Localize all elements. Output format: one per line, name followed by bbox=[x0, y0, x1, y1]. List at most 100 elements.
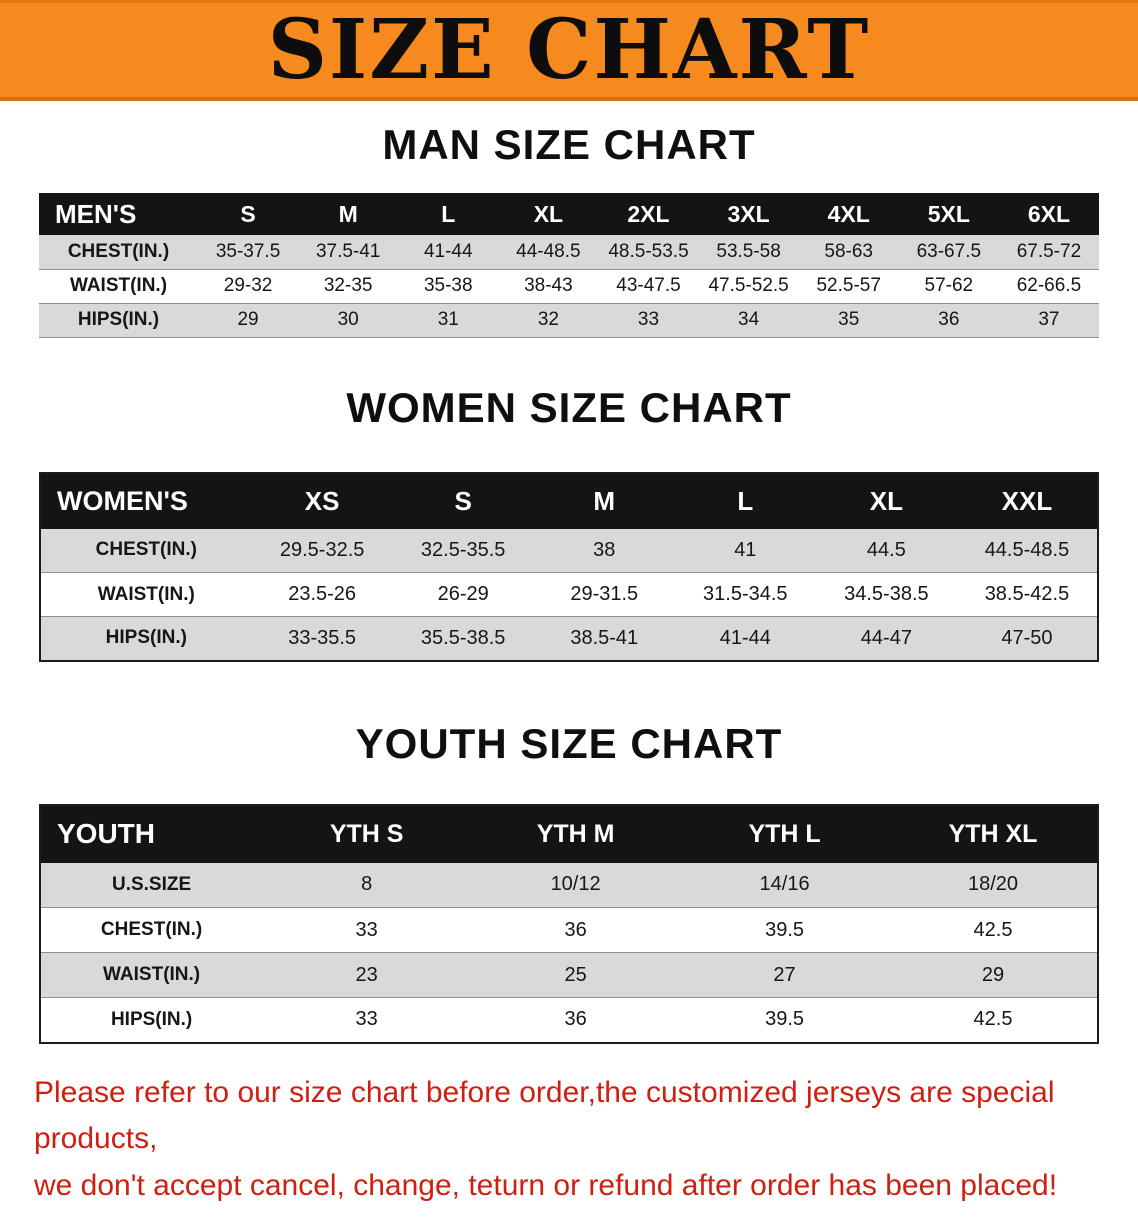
value-cell: 32.5-35.5 bbox=[420, 538, 506, 561]
value-cell: 44-47 bbox=[860, 626, 912, 649]
value-cell: 31.5-34.5 bbox=[703, 583, 788, 605]
size-header-cell: S bbox=[240, 200, 256, 227]
value-cell: 44.5-48.5 bbox=[984, 538, 1070, 561]
value-cell: 41-44 bbox=[423, 240, 473, 262]
value-cell: 35-37.5 bbox=[215, 240, 281, 262]
measurement-row: WAIST(IN.) 29-32 32-35 35-38 38-43 43-47.5 47.… bbox=[39, 269, 1099, 303]
measurement-row: WAIST(IN.) 23.5-26 26-29 29-31.5 31.5-34.5 34… bbox=[40, 572, 1098, 617]
size-header-cell: 6XL bbox=[1027, 200, 1071, 227]
row-label-cell: U.S.SIZE bbox=[111, 873, 192, 895]
value-cell: 33 bbox=[637, 309, 660, 330]
measurement-row: CHEST(IN.) 33 36 39.5 42.5 bbox=[40, 907, 1098, 953]
measurement-row: U.S.SIZE 8 10/12 14/16 18/20 bbox=[40, 862, 1098, 908]
value-cell: 29-31.5 bbox=[570, 583, 639, 605]
value-cell: 35-38 bbox=[423, 275, 473, 296]
row-label-cell: HIPS(IN.) bbox=[110, 1008, 193, 1030]
value-cell: 36 bbox=[564, 918, 587, 941]
value-cell: 36 bbox=[564, 1008, 587, 1031]
size-header-cell: XXL bbox=[1001, 485, 1053, 516]
size-header-row: WOMEN'S XS S M L XL XXL bbox=[40, 472, 1098, 529]
size-header-row: MEN'S S M L XL 2XL 3XL 4XL 5XL 6XL bbox=[39, 193, 1099, 235]
value-cell: 23.5-26 bbox=[288, 583, 357, 605]
size-header-cell: L bbox=[737, 485, 754, 516]
value-cell: 42.5 bbox=[973, 918, 1013, 941]
row-label-cell: CHEST(IN.) bbox=[100, 919, 203, 940]
value-cell: 35 bbox=[838, 309, 860, 330]
value-cell: 39.5 bbox=[765, 918, 805, 941]
footer-notice: Please refer to our size chart before or… bbox=[34, 1070, 1104, 1210]
page-title: SIZE CHART bbox=[267, 2, 871, 98]
size-header-cell: M bbox=[593, 485, 616, 516]
size-header-row: YOUTH YTH S YTH M YTH L YTH XL bbox=[40, 804, 1098, 863]
value-cell: 10/12 bbox=[550, 873, 601, 896]
value-cell: 47.5-52.5 bbox=[708, 275, 789, 296]
row-label-cell: WAIST(IN.) bbox=[97, 583, 195, 605]
size-header-cell: XL bbox=[869, 485, 903, 516]
value-cell: 32 bbox=[537, 309, 559, 330]
value-cell: 32-35 bbox=[323, 275, 373, 296]
value-cell: 62-66.5 bbox=[1016, 275, 1082, 296]
size-header-cell: YTH XL bbox=[948, 819, 1038, 848]
notice-line-2: we don't accept cancel, change, teturn o… bbox=[34, 1168, 1058, 1202]
value-cell: 18/20 bbox=[967, 873, 1019, 896]
value-cell: 43-47.5 bbox=[616, 275, 681, 296]
men-size-table: MEN'S S M L XL 2XL 3XL 4XL 5XL 6XL CHEST(IN.) 35-37… bbox=[39, 193, 1099, 338]
value-cell: 29-32 bbox=[223, 275, 273, 296]
banner: SIZE CHART bbox=[0, 0, 1138, 101]
value-cell: 38-43 bbox=[524, 275, 573, 296]
value-cell: 29.5-32.5 bbox=[279, 538, 365, 561]
value-cell: 31 bbox=[437, 309, 459, 330]
value-cell: 44.5 bbox=[866, 538, 906, 561]
size-header-cell: YTH S bbox=[329, 819, 404, 848]
value-cell: 34.5-38.5 bbox=[844, 583, 929, 605]
row-label-cell: CHEST(IN.) bbox=[67, 240, 170, 262]
size-header-cell: YTH L bbox=[748, 819, 821, 848]
value-cell: 42.5 bbox=[973, 1008, 1013, 1031]
measurement-row: CHEST(IN.) 29.5-32.5 32.5-35.5 38 41 44.5 44.5… bbox=[40, 528, 1098, 573]
women-size-table: WOMEN'S XS S M L XL XXL CHEST(IN.) 29.5-32.5 32.5… bbox=[39, 471, 1099, 662]
value-cell: 29 bbox=[981, 963, 1005, 986]
women-section: WOMEN SIZE CHART WOMEN'S XS S M L XL XXL CHEST(… bbox=[0, 384, 1138, 662]
men-section-heading: MAN SIZE CHART bbox=[382, 121, 756, 168]
size-header-cell: XL bbox=[533, 200, 564, 227]
value-cell: 33 bbox=[355, 1008, 378, 1031]
value-cell: 41-44 bbox=[719, 626, 771, 649]
value-cell: 8 bbox=[361, 873, 373, 896]
value-cell: 47-50 bbox=[1001, 626, 1053, 649]
value-cell: 67.5-72 bbox=[1016, 240, 1082, 262]
youth-section: YOUTH SIZE CHART YOUTH YTH S YTH M YTH L YTH… bbox=[0, 720, 1138, 1044]
size-header-cell: L bbox=[441, 200, 456, 227]
value-cell: 33 bbox=[355, 918, 378, 941]
value-cell: 41 bbox=[734, 538, 757, 561]
value-cell: 23 bbox=[355, 963, 378, 986]
value-cell: 37.5-41 bbox=[315, 240, 381, 262]
value-cell: 36 bbox=[938, 309, 960, 330]
value-cell: 58-63 bbox=[824, 240, 874, 262]
row-label-cell: HIPS(IN.) bbox=[105, 627, 187, 649]
value-cell: 63-67.5 bbox=[916, 240, 982, 262]
size-header-cell: 2XL bbox=[627, 200, 670, 227]
measurement-row: CHEST(IN.) 35-37.5 37.5-41 41-44 44-48.5 48.5… bbox=[39, 235, 1099, 269]
value-cell: 38.5-41 bbox=[570, 626, 639, 649]
value-cell: 53.5-58 bbox=[716, 240, 781, 262]
value-cell: 29 bbox=[237, 309, 259, 330]
value-cell: 39.5 bbox=[765, 1008, 805, 1031]
row-label-cell: WAIST(IN.) bbox=[69, 275, 168, 296]
youth-section-heading: YOUTH SIZE CHART bbox=[355, 719, 783, 767]
measurement-row: HIPS(IN.) 33 36 39.5 42.5 bbox=[40, 997, 1098, 1043]
value-cell: 48.5-53.5 bbox=[608, 240, 689, 262]
size-header-cell: XS bbox=[304, 485, 340, 516]
row-label-cell: HIPS(IN.) bbox=[77, 309, 160, 330]
value-cell: 25 bbox=[564, 963, 587, 986]
row-label-cell: CHEST(IN.) bbox=[95, 539, 197, 561]
measurement-row: HIPS(IN.) 33-35.5 35.5-38.5 38.5-41 41-44 44-… bbox=[40, 616, 1098, 661]
value-cell: 57-62 bbox=[924, 275, 974, 296]
value-cell: 38 bbox=[593, 538, 616, 561]
table-title-cell: YOUTH bbox=[57, 818, 155, 849]
size-header-cell: 4XL bbox=[827, 200, 870, 227]
value-cell: 14/16 bbox=[759, 873, 810, 896]
size-header-cell: S bbox=[454, 485, 472, 516]
value-cell: 52.5-57 bbox=[816, 275, 881, 296]
size-header-cell: M bbox=[338, 200, 358, 227]
